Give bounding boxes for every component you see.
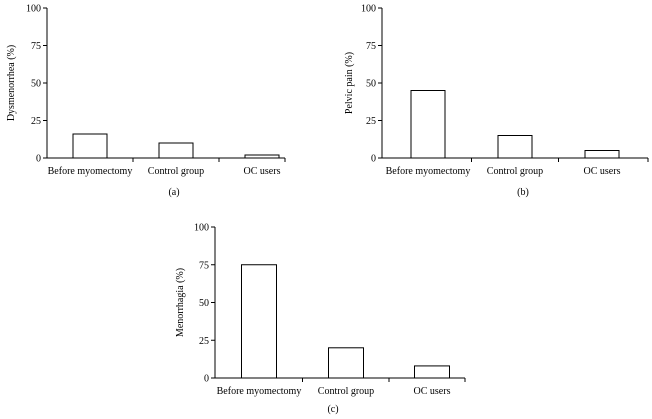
bar-3 [414,365,450,379]
bar-1 [410,90,446,159]
panel-label: (c) [327,404,338,415]
bar-2 [328,347,364,379]
y-tick-label: 50 [31,79,41,90]
category-label: Before myomectomy [48,166,133,177]
y-tick-label: 50 [199,298,209,309]
y-tick-label: 75 [366,41,376,52]
category-label: Before myomectomy [217,386,302,397]
y-tick-label: 75 [199,260,209,271]
y-tick-label: 25 [31,116,41,127]
y-tick-label: 0 [204,374,209,385]
y-axis-title: Pelvic pain (%) [344,52,355,114]
y-tick-label: 100 [26,4,41,15]
bar-3 [584,150,620,159]
chart-panel-3: 0 25 50 75 100 Before myomectomy Control group… [175,223,466,415]
panel-label: (a) [168,187,179,198]
category-label: Control group [318,386,374,397]
category-label: Control group [148,166,204,177]
bar-1 [72,133,108,159]
category-label: OC users [414,386,451,397]
bar-2 [497,135,533,159]
bar-2 [158,142,194,159]
y-tick-label: 25 [366,116,376,127]
chart-panel-2: 0 25 50 75 100 Before myomectomy Control group… [344,4,649,198]
y-tick-label: 0 [36,154,41,165]
y-tick-label: 25 [199,336,209,347]
chart-panel-1: 0 25 50 75 100 Before myomectomy Control group… [6,4,286,198]
category-label: OC users [584,166,621,177]
y-tick-label: 75 [31,41,41,52]
category-label: OC users [244,166,281,177]
y-tick-label: 50 [366,79,376,90]
y-tick-label: 100 [361,4,376,15]
y-axis-title: Dysmenorrhea (%) [6,45,17,121]
category-label: Before myomectomy [386,166,471,177]
bar-3 [244,154,280,159]
bar-1 [241,264,277,379]
panel-label: (b) [517,187,529,198]
y-tick-label: 100 [194,223,209,234]
category-label: Control group [487,166,543,177]
y-tick-label: 0 [371,154,376,165]
y-axis-title: Menorrhagia (%) [175,268,186,337]
